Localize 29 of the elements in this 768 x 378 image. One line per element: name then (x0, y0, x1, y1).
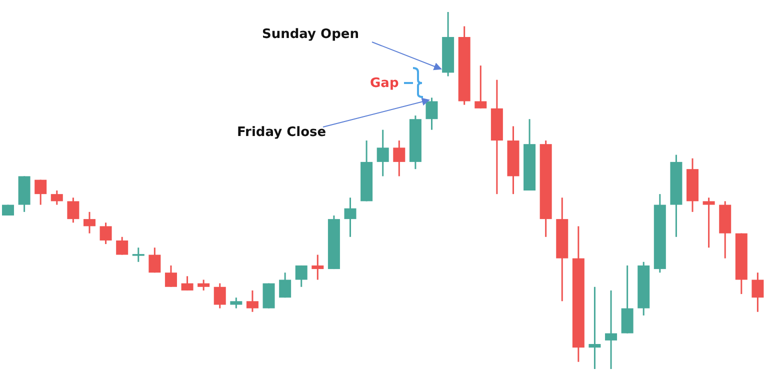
candlestick (50, 190, 63, 206)
candlestick (426, 96, 438, 131)
candlestick (67, 196, 80, 224)
candlestick (230, 296, 242, 310)
annotation: Gap (370, 76, 399, 91)
candlestick (116, 236, 128, 256)
candlestick (148, 246, 161, 274)
candlestick (34, 179, 47, 206)
candlestick (100, 222, 112, 245)
annotation: Friday Close (237, 125, 326, 140)
annotation: Sunday Open (262, 27, 359, 42)
candlestick (246, 290, 258, 313)
candlestick (393, 140, 406, 177)
candlestick (164, 264, 177, 288)
candlestick (181, 275, 194, 292)
candlestick (376, 129, 389, 177)
candlestick (279, 272, 292, 298)
candlestick (702, 196, 715, 248)
candlestick (83, 211, 96, 234)
candlestick (474, 64, 487, 110)
candlestick (312, 254, 324, 280)
candlestick (588, 286, 601, 369)
candlestick (605, 290, 618, 369)
candlestick (344, 196, 356, 238)
candlestick (198, 279, 210, 292)
candlestick (132, 246, 144, 263)
candlestick (752, 272, 764, 313)
candlestick (214, 282, 226, 310)
candlestick (295, 264, 308, 288)
